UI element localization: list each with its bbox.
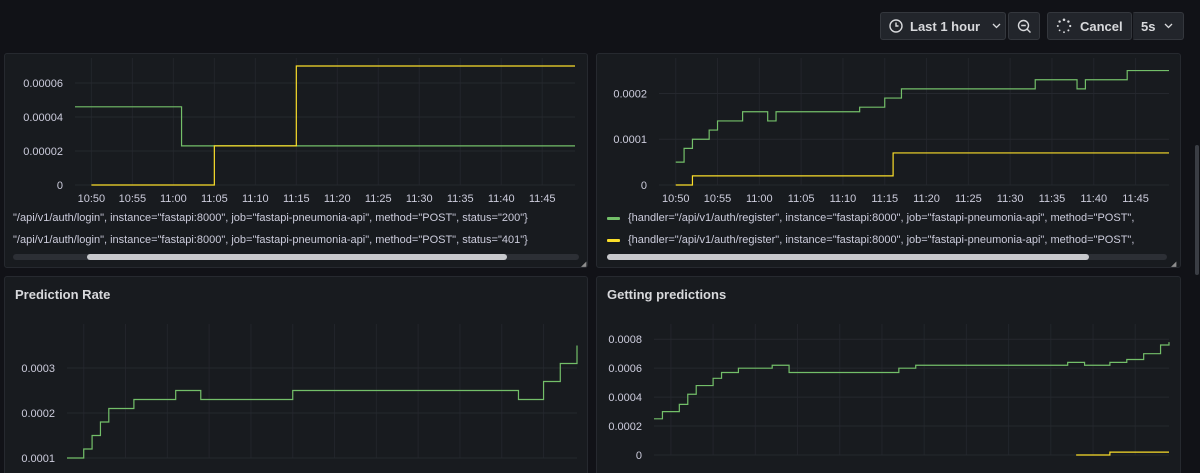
x-tick-label: 10:55 bbox=[704, 193, 732, 205]
x-tick-label: 11:05 bbox=[201, 193, 228, 205]
time-range-label: Last 1 hour bbox=[910, 18, 981, 34]
x-tick-label: 11:30 bbox=[406, 193, 433, 205]
cancel-button[interactable]: Cancel bbox=[1047, 12, 1132, 40]
y-tick-label: 0.0006 bbox=[608, 363, 642, 375]
legend-swatch bbox=[607, 216, 620, 220]
cancel-label: Cancel bbox=[1080, 18, 1123, 34]
series-line bbox=[91, 65, 575, 186]
series-line bbox=[67, 345, 578, 459]
x-tick-label: 11:15 bbox=[871, 193, 898, 205]
x-tick-label: 11:20 bbox=[324, 193, 351, 205]
series-line bbox=[654, 342, 1170, 420]
x-tick-label: 11:45 bbox=[1122, 193, 1149, 205]
legend-label: "/api/v1/auth/login", instance="fastapi:… bbox=[13, 212, 528, 224]
y-tick-label: 0.0004 bbox=[608, 392, 642, 404]
legend-item[interactable]: "/api/v1/auth/login", instance="fastapi:… bbox=[13, 212, 528, 224]
chart-register: 0 0.0001 0.0002 10:50 10:55 11:00 11:05 11:10 11… bbox=[613, 58, 1169, 205]
y-tick-label: 0 bbox=[641, 180, 647, 192]
panel-title: Prediction Rate bbox=[15, 287, 111, 302]
x-tick-label: 11:05 bbox=[788, 193, 815, 205]
x-tick-label: 11:25 bbox=[365, 193, 392, 205]
y-tick-label: 0 bbox=[57, 180, 63, 192]
chevron-down-icon bbox=[1164, 23, 1173, 29]
x-tick-label: 11:10 bbox=[242, 193, 269, 205]
legend-swatch bbox=[607, 238, 620, 242]
y-tick-label: 0.0002 bbox=[608, 421, 642, 433]
clock-icon bbox=[889, 19, 903, 33]
y-tick-label: 0.0001 bbox=[21, 453, 55, 465]
x-tick-label: 11:15 bbox=[283, 193, 310, 205]
page-scrollbar[interactable] bbox=[1195, 145, 1199, 275]
x-tick-label: 11:00 bbox=[746, 193, 773, 205]
series-line bbox=[1076, 451, 1169, 456]
legend-item[interactable]: {handler="/api/v1/auth/register", instan… bbox=[607, 234, 1134, 246]
y-tick-label: 0.0001 bbox=[613, 134, 647, 146]
y-tick-label: 0.00006 bbox=[23, 78, 63, 90]
legend-scrollbar[interactable] bbox=[607, 254, 1167, 260]
legend-label: {handler="/api/v1/auth/register", instan… bbox=[628, 212, 1135, 224]
x-tick-label: 11:40 bbox=[1080, 193, 1107, 205]
x-tick-label: 11:40 bbox=[488, 193, 515, 205]
x-tick-label: 10:50 bbox=[78, 193, 106, 205]
spinner-icon bbox=[1056, 18, 1072, 34]
legend-item[interactable]: "/api/v1/auth/login", instance="fastapi:… bbox=[13, 234, 528, 246]
refresh-interval-picker[interactable]: 5s bbox=[1132, 12, 1184, 40]
y-tick-label: 0.0002 bbox=[21, 408, 55, 420]
y-tick-label: 0.00004 bbox=[23, 112, 63, 124]
panel-register: 0 0.0001 0.0002 10:50 10:55 11:00 11:05 11:10 11… bbox=[596, 53, 1181, 268]
series-line bbox=[675, 152, 1169, 186]
x-tick-label: 11:00 bbox=[160, 193, 187, 205]
chevron-down-icon bbox=[992, 23, 1001, 29]
top-toolbar: Last 1 hour Cancel 5s bbox=[0, 0, 1200, 52]
x-tick-label: 11:10 bbox=[830, 193, 857, 205]
time-range-picker[interactable]: Last 1 hour bbox=[880, 12, 1006, 40]
chart-login: 0 0.00002 0.00004 0.00006 10:50 10:55 11:00 11:… bbox=[23, 58, 575, 205]
y-tick-label: 0.0003 bbox=[21, 363, 55, 375]
scrollbar-thumb[interactable] bbox=[607, 254, 1089, 260]
panel-prediction-rate: 0.0001 0.0002 0.0003 Prediction Rate bbox=[4, 276, 588, 473]
chart-prediction-rate: 0.0001 0.0002 0.0003 bbox=[21, 324, 578, 465]
panel-login: 0 0.00002 0.00004 0.00006 10:50 10:55 11:00 11:… bbox=[4, 53, 588, 268]
x-tick-label: 11:45 bbox=[529, 193, 556, 205]
y-tick-label: 0.0002 bbox=[613, 88, 647, 100]
zoom-out-icon bbox=[1017, 19, 1032, 34]
refresh-interval-label: 5s bbox=[1141, 18, 1156, 34]
scroll-right-icon[interactable]: ◢ bbox=[1171, 261, 1177, 268]
x-tick-label: 10:55 bbox=[119, 193, 147, 205]
legend-label: "/api/v1/auth/login", instance="fastapi:… bbox=[13, 234, 528, 246]
x-tick-label: 11:20 bbox=[913, 193, 940, 205]
legend-scrollbar[interactable] bbox=[13, 254, 579, 260]
panel-title: Getting predictions bbox=[607, 287, 727, 302]
x-tick-label: 11:25 bbox=[955, 193, 982, 205]
series-line bbox=[75, 106, 575, 147]
y-tick-label: 0.0008 bbox=[608, 334, 642, 346]
panel-getting-predictions: 0 0.0002 0.0004 0.0006 0.0008 Getting predic… bbox=[596, 276, 1181, 473]
x-tick-label: 10:50 bbox=[662, 193, 690, 205]
x-tick-label: 11:35 bbox=[447, 193, 474, 205]
scrollbar-thumb[interactable] bbox=[87, 254, 507, 260]
scroll-right-icon[interactable]: ◢ bbox=[581, 261, 587, 268]
legend-label: {handler="/api/v1/auth/register", instan… bbox=[628, 234, 1135, 246]
y-tick-label: 0.00002 bbox=[23, 146, 63, 158]
zoom-out-button[interactable] bbox=[1008, 12, 1040, 40]
y-tick-label: 0 bbox=[636, 450, 642, 462]
x-tick-label: 11:30 bbox=[997, 193, 1024, 205]
chart-getting-predictions: 0 0.0002 0.0004 0.0006 0.0008 bbox=[608, 324, 1170, 462]
legend-item[interactable]: {handler="/api/v1/auth/register", instan… bbox=[607, 212, 1134, 224]
series-line bbox=[675, 69, 1169, 163]
x-tick-label: 11:35 bbox=[1039, 193, 1066, 205]
